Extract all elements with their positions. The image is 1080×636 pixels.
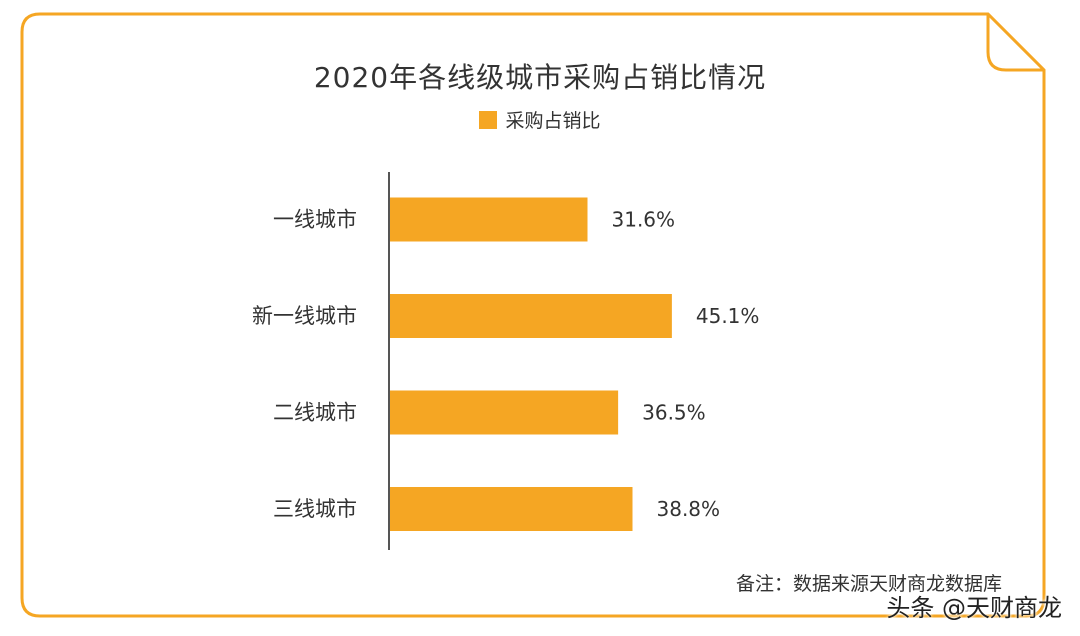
bar (390, 294, 672, 338)
legend-swatch (479, 111, 498, 129)
value-label: 36.5% (642, 401, 706, 425)
data-source-note: 备注：数据来源天财商龙数据库 (735, 573, 1002, 595)
category-label: 新一线城市 (252, 304, 357, 328)
watermark: 头条 @天财商龙 (886, 594, 1062, 622)
bar (390, 487, 633, 531)
card-fold (986, 14, 1044, 72)
bar (390, 390, 619, 435)
value-label: 31.6% (612, 208, 676, 232)
category-label: 一线城市 (273, 208, 357, 232)
legend-label: 采购占销比 (505, 110, 601, 132)
legend: 采购占销比 (0, 106, 1080, 133)
category-label: 二线城市 (273, 401, 357, 425)
chart-title: 2020年各线级城市采购占销比情况 (313, 61, 767, 94)
bar (390, 197, 588, 242)
value-label: 45.1% (696, 304, 760, 328)
category-label: 三线城市 (273, 497, 357, 521)
value-label: 38.8% (657, 497, 721, 521)
